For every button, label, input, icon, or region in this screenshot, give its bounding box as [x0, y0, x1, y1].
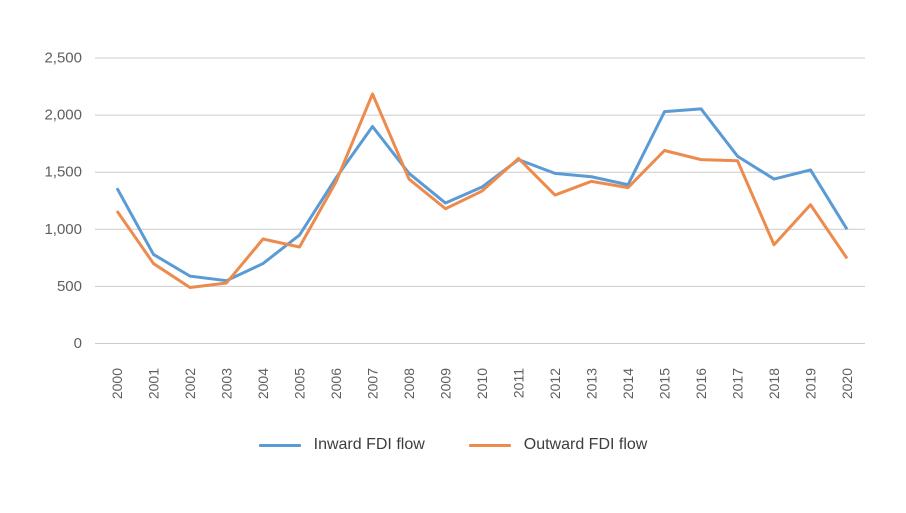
- x-axis-tick-label: 2012: [547, 368, 563, 399]
- x-axis-tick-label: 2017: [730, 368, 746, 399]
- x-axis-tick-label: 2004: [255, 368, 271, 399]
- x-axis-tick-label: 2009: [438, 368, 454, 399]
- inward-line-swatch: [258, 443, 301, 447]
- x-axis-tick-label: 2011: [511, 368, 527, 398]
- x-axis-tick-label: 2008: [401, 368, 417, 399]
- x-axis-tick-label: 2007: [365, 368, 381, 399]
- x-axis-tick-label: 2014: [620, 368, 636, 399]
- x-axis-tick-label: 2018: [766, 368, 782, 399]
- x-axis-tick-label: 2005: [292, 368, 308, 399]
- y-axis-tick-label: 0: [74, 335, 82, 352]
- legend-item-inward: Inward FDI flow: [258, 436, 425, 454]
- fdi-line-chart: 0 500 1,000 1,500 2,000 2,500 2000 2001 2002 2003…: [44, 50, 865, 399]
- x-axis-tick-label: 2006: [328, 368, 344, 399]
- legend-label-inward: Inward FDI flow: [313, 436, 425, 453]
- y-axis-tick-label: 500: [57, 278, 82, 295]
- series-line-outward-fdi-flow: [115, 92, 849, 290]
- x-axis-tick-label: 2013: [584, 368, 600, 399]
- x-axis-tick-label: 2015: [657, 368, 673, 399]
- y-axis-tick-label: 1,000: [44, 221, 82, 238]
- x-axis-tick-label: 2010: [474, 368, 490, 399]
- x-axis-tick-label: 2001: [146, 368, 162, 399]
- legend: Inward FDI flow Outward FDI flow: [0, 436, 906, 454]
- x-axis-tick-label: 2020: [839, 368, 855, 399]
- legend-label-outward: Outward FDI flow: [523, 436, 648, 453]
- x-axis-tick-label: 2003: [219, 368, 235, 399]
- x-axis-tick-label: 2002: [182, 368, 198, 399]
- outward-line-swatch: [468, 443, 511, 447]
- x-axis-tick-label: 2016: [693, 368, 709, 399]
- x-axis-tick-label: 2000: [109, 368, 125, 399]
- legend-item-outward: Outward FDI flow: [468, 436, 648, 454]
- y-axis-tick-label: 2,500: [44, 50, 82, 67]
- y-axis-tick-label: 1,500: [44, 164, 82, 181]
- series-line-inward-fdi-flow: [115, 107, 849, 283]
- y-axis-tick-label: 2,000: [44, 107, 82, 124]
- x-axis-tick-label: 2019: [803, 368, 819, 399]
